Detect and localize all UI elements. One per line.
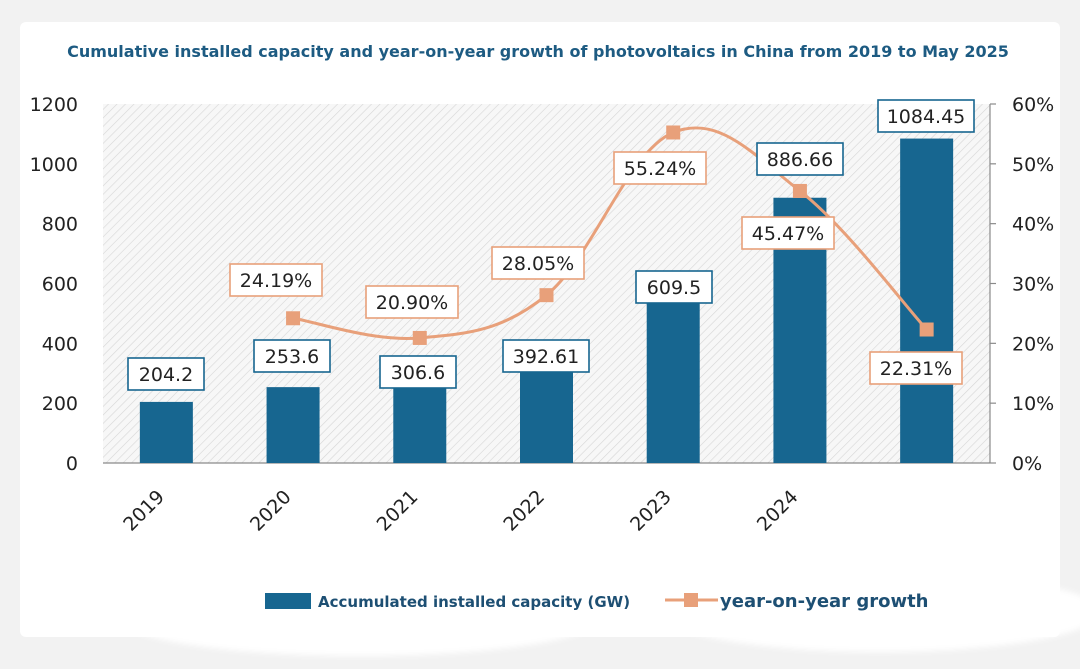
growth-marker: [412, 330, 427, 345]
right-tick-label: 0%: [1012, 453, 1042, 475]
growth-value-label-text: 20.90%: [376, 292, 448, 314]
legend-backdrop-right: [660, 572, 1080, 652]
right-tick-label: 40%: [1012, 214, 1054, 236]
bar-value-label: 392.61: [502, 339, 590, 373]
growth-value-label-box: [869, 351, 963, 385]
legend-bar-swatch: [265, 593, 311, 609]
bar-value-label-box: [253, 339, 331, 373]
growth-marker: [792, 183, 807, 198]
growth-marker: [919, 322, 934, 337]
bar-value-label-box: [127, 357, 205, 391]
legend-bar-label: Accumulated installed capacity (GW): [318, 593, 630, 611]
right-tick-label: 20%: [1012, 333, 1054, 355]
growth-value-label-text: 55.24%: [624, 158, 696, 180]
left-tick-label: 1000: [30, 154, 78, 176]
bar-value-label-text: 253.6: [265, 346, 319, 368]
chart-title: Cumulative installed capacity and year-o…: [67, 42, 1009, 61]
growth-value-label-box: [491, 246, 585, 280]
bar-value-label: 306.6: [379, 355, 457, 389]
growth-value-label: 22.31%: [869, 351, 963, 385]
right-tick-label: 60%: [1012, 94, 1054, 116]
growth-value-label-box: [229, 263, 323, 297]
left-tick-label: 400: [42, 333, 78, 355]
growth-value-label-box: [365, 285, 459, 319]
bar: [646, 280, 700, 463]
bar-value-label: 886.66: [756, 142, 844, 176]
growth-value-label: 55.24%: [613, 151, 707, 185]
growth-value-label: 20.90%: [365, 285, 459, 319]
bar-value-label: 609.5: [635, 270, 713, 304]
right-tick-label: 50%: [1012, 154, 1054, 176]
left-tick-label: 600: [42, 274, 78, 296]
bar-value-label-box: [756, 142, 844, 176]
bar: [266, 387, 320, 463]
growth-marker: [539, 288, 554, 303]
left-tick-label: 0: [66, 453, 78, 475]
right-tick-label: 30%: [1012, 274, 1054, 296]
growth-value-label: 45.47%: [741, 216, 835, 250]
growth-value-label: 28.05%: [491, 246, 585, 280]
bar-value-label: 253.6: [253, 339, 331, 373]
growth-value-label-text: 45.47%: [752, 223, 824, 245]
right-tick-label: 10%: [1012, 393, 1054, 415]
growth-value-label-text: 24.19%: [240, 270, 312, 292]
bar-value-label-box: [635, 270, 713, 304]
bar-value-label-text: 392.61: [513, 346, 579, 368]
growth-value-label-box: [741, 216, 835, 250]
bar-value-label-box: [502, 339, 590, 373]
line-series: [286, 125, 934, 345]
bar-value-label: 204.2: [127, 357, 205, 391]
legend: Accumulated installed capacity (GW) year-…: [120, 572, 1080, 656]
growth-value-label-text: 28.05%: [502, 253, 574, 275]
growth-value-label-text: 22.31%: [880, 358, 952, 380]
bar-value-label-box: [379, 355, 457, 389]
legend-line-marker: [684, 593, 698, 607]
bar-value-label-box: [877, 99, 975, 133]
bar: [139, 401, 193, 463]
bar-value-label-text: 1084.45: [887, 106, 966, 128]
legend-backdrop-left: [120, 580, 600, 656]
growth-value-label-box: [613, 151, 707, 185]
left-tick-label: 200: [42, 393, 78, 415]
left-tick-label: 800: [42, 214, 78, 236]
bar: [900, 138, 954, 463]
bar-value-label-text: 204.2: [139, 364, 193, 386]
growth-marker: [666, 125, 681, 140]
growth-marker: [286, 311, 301, 326]
left-tick-label: 1200: [30, 94, 78, 116]
data-labels: 204.2 253.6 306.6 392.61 609.5 886.66 1084.45 2…: [127, 99, 975, 391]
bar-value-label-text: 886.66: [767, 149, 833, 171]
growth-value-label: 24.19%: [229, 263, 323, 297]
bar-value-label-text: 609.5: [647, 277, 701, 299]
legend-line-label: year-on-year growth: [720, 591, 929, 612]
bar-value-label-text: 306.6: [391, 362, 445, 384]
bar-value-label: 1084.45: [877, 99, 975, 133]
